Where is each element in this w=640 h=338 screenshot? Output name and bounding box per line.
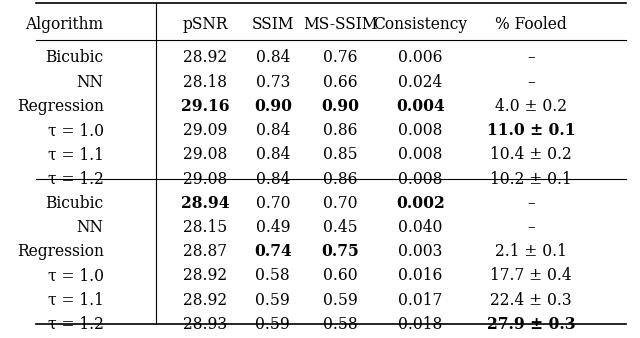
- Text: 0.76: 0.76: [323, 49, 358, 67]
- Text: 0.006: 0.006: [398, 49, 443, 67]
- Text: 0.74: 0.74: [254, 243, 292, 260]
- Text: 0.018: 0.018: [398, 316, 442, 333]
- Text: 0.017: 0.017: [398, 292, 442, 309]
- Text: 28.87: 28.87: [183, 243, 227, 260]
- Text: 28.15: 28.15: [183, 219, 227, 236]
- Text: 0.84: 0.84: [255, 122, 290, 139]
- Text: 22.4 ± 0.3: 22.4 ± 0.3: [490, 292, 572, 309]
- Text: 0.003: 0.003: [398, 243, 442, 260]
- Text: 0.008: 0.008: [398, 146, 442, 163]
- Text: Regression: Regression: [17, 243, 104, 260]
- Text: 0.004: 0.004: [396, 98, 445, 115]
- Text: τ = 1.0: τ = 1.0: [48, 122, 104, 139]
- Text: 2.1 ± 0.1: 2.1 ± 0.1: [495, 243, 567, 260]
- Text: pSNR: pSNR: [182, 16, 228, 33]
- Text: 11.0 ± 0.1: 11.0 ± 0.1: [487, 122, 575, 139]
- Text: 28.93: 28.93: [183, 316, 227, 333]
- Text: 0.59: 0.59: [323, 292, 358, 309]
- Text: MS-SSIM: MS-SSIM: [303, 16, 378, 33]
- Text: 0.008: 0.008: [398, 122, 442, 139]
- Text: 28.92: 28.92: [183, 49, 227, 67]
- Text: 28.94: 28.94: [181, 195, 229, 212]
- Text: 0.58: 0.58: [255, 267, 290, 285]
- Text: 28.18: 28.18: [183, 74, 227, 91]
- Text: 27.9 ± 0.3: 27.9 ± 0.3: [486, 316, 575, 333]
- Text: SSIM: SSIM: [252, 16, 294, 33]
- Text: τ = 1.1: τ = 1.1: [48, 292, 104, 309]
- Text: 0.45: 0.45: [323, 219, 358, 236]
- Text: –: –: [527, 74, 535, 91]
- Text: 0.58: 0.58: [323, 316, 358, 333]
- Text: Consistency: Consistency: [373, 16, 467, 33]
- Text: 28.92: 28.92: [183, 292, 227, 309]
- Text: 29.08: 29.08: [183, 146, 227, 163]
- Text: 0.66: 0.66: [323, 74, 358, 91]
- Text: 29.16: 29.16: [181, 98, 230, 115]
- Text: 0.016: 0.016: [398, 267, 442, 285]
- Text: NN: NN: [77, 219, 104, 236]
- Text: 29.09: 29.09: [183, 122, 227, 139]
- Text: –: –: [527, 195, 535, 212]
- Text: 0.008: 0.008: [398, 171, 442, 188]
- Text: 0.040: 0.040: [398, 219, 442, 236]
- Text: τ = 1.0: τ = 1.0: [48, 267, 104, 285]
- Text: 4.0 ± 0.2: 4.0 ± 0.2: [495, 98, 567, 115]
- Text: τ = 1.2: τ = 1.2: [48, 316, 104, 333]
- Text: 0.70: 0.70: [255, 195, 290, 212]
- Text: 0.84: 0.84: [255, 146, 290, 163]
- Text: 0.024: 0.024: [398, 74, 442, 91]
- Text: τ = 1.1: τ = 1.1: [48, 146, 104, 163]
- Text: Bicubic: Bicubic: [45, 49, 104, 67]
- Text: 0.86: 0.86: [323, 122, 358, 139]
- Text: τ = 1.2: τ = 1.2: [48, 171, 104, 188]
- Text: 17.7 ± 0.4: 17.7 ± 0.4: [490, 267, 572, 285]
- Text: Algorithm: Algorithm: [26, 16, 104, 33]
- Text: 0.90: 0.90: [254, 98, 292, 115]
- Text: 0.90: 0.90: [321, 98, 360, 115]
- Text: Bicubic: Bicubic: [45, 195, 104, 212]
- Text: 0.70: 0.70: [323, 195, 358, 212]
- Text: –: –: [527, 219, 535, 236]
- Text: 0.75: 0.75: [321, 243, 359, 260]
- Text: 0.59: 0.59: [255, 316, 290, 333]
- Text: –: –: [527, 49, 535, 67]
- Text: 0.002: 0.002: [396, 195, 445, 212]
- Text: 0.84: 0.84: [255, 171, 290, 188]
- Text: 10.4 ± 0.2: 10.4 ± 0.2: [490, 146, 572, 163]
- Text: Regression: Regression: [17, 98, 104, 115]
- Text: 10.2 ± 0.1: 10.2 ± 0.1: [490, 171, 572, 188]
- Text: 0.60: 0.60: [323, 267, 358, 285]
- Text: NN: NN: [77, 74, 104, 91]
- Text: 0.49: 0.49: [255, 219, 290, 236]
- Text: 0.73: 0.73: [255, 74, 290, 91]
- Text: 0.59: 0.59: [255, 292, 290, 309]
- Text: 0.85: 0.85: [323, 146, 358, 163]
- Text: 0.86: 0.86: [323, 171, 358, 188]
- Text: 0.84: 0.84: [255, 49, 290, 67]
- Text: % Fooled: % Fooled: [495, 16, 567, 33]
- Text: 29.08: 29.08: [183, 171, 227, 188]
- Text: 28.92: 28.92: [183, 267, 227, 285]
